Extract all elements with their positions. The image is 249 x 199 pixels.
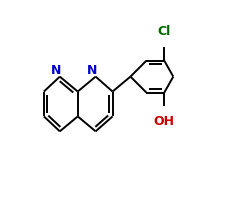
Text: N: N [87, 63, 97, 77]
Text: Cl: Cl [158, 25, 171, 38]
Text: OH: OH [154, 115, 175, 128]
Text: N: N [51, 63, 61, 77]
